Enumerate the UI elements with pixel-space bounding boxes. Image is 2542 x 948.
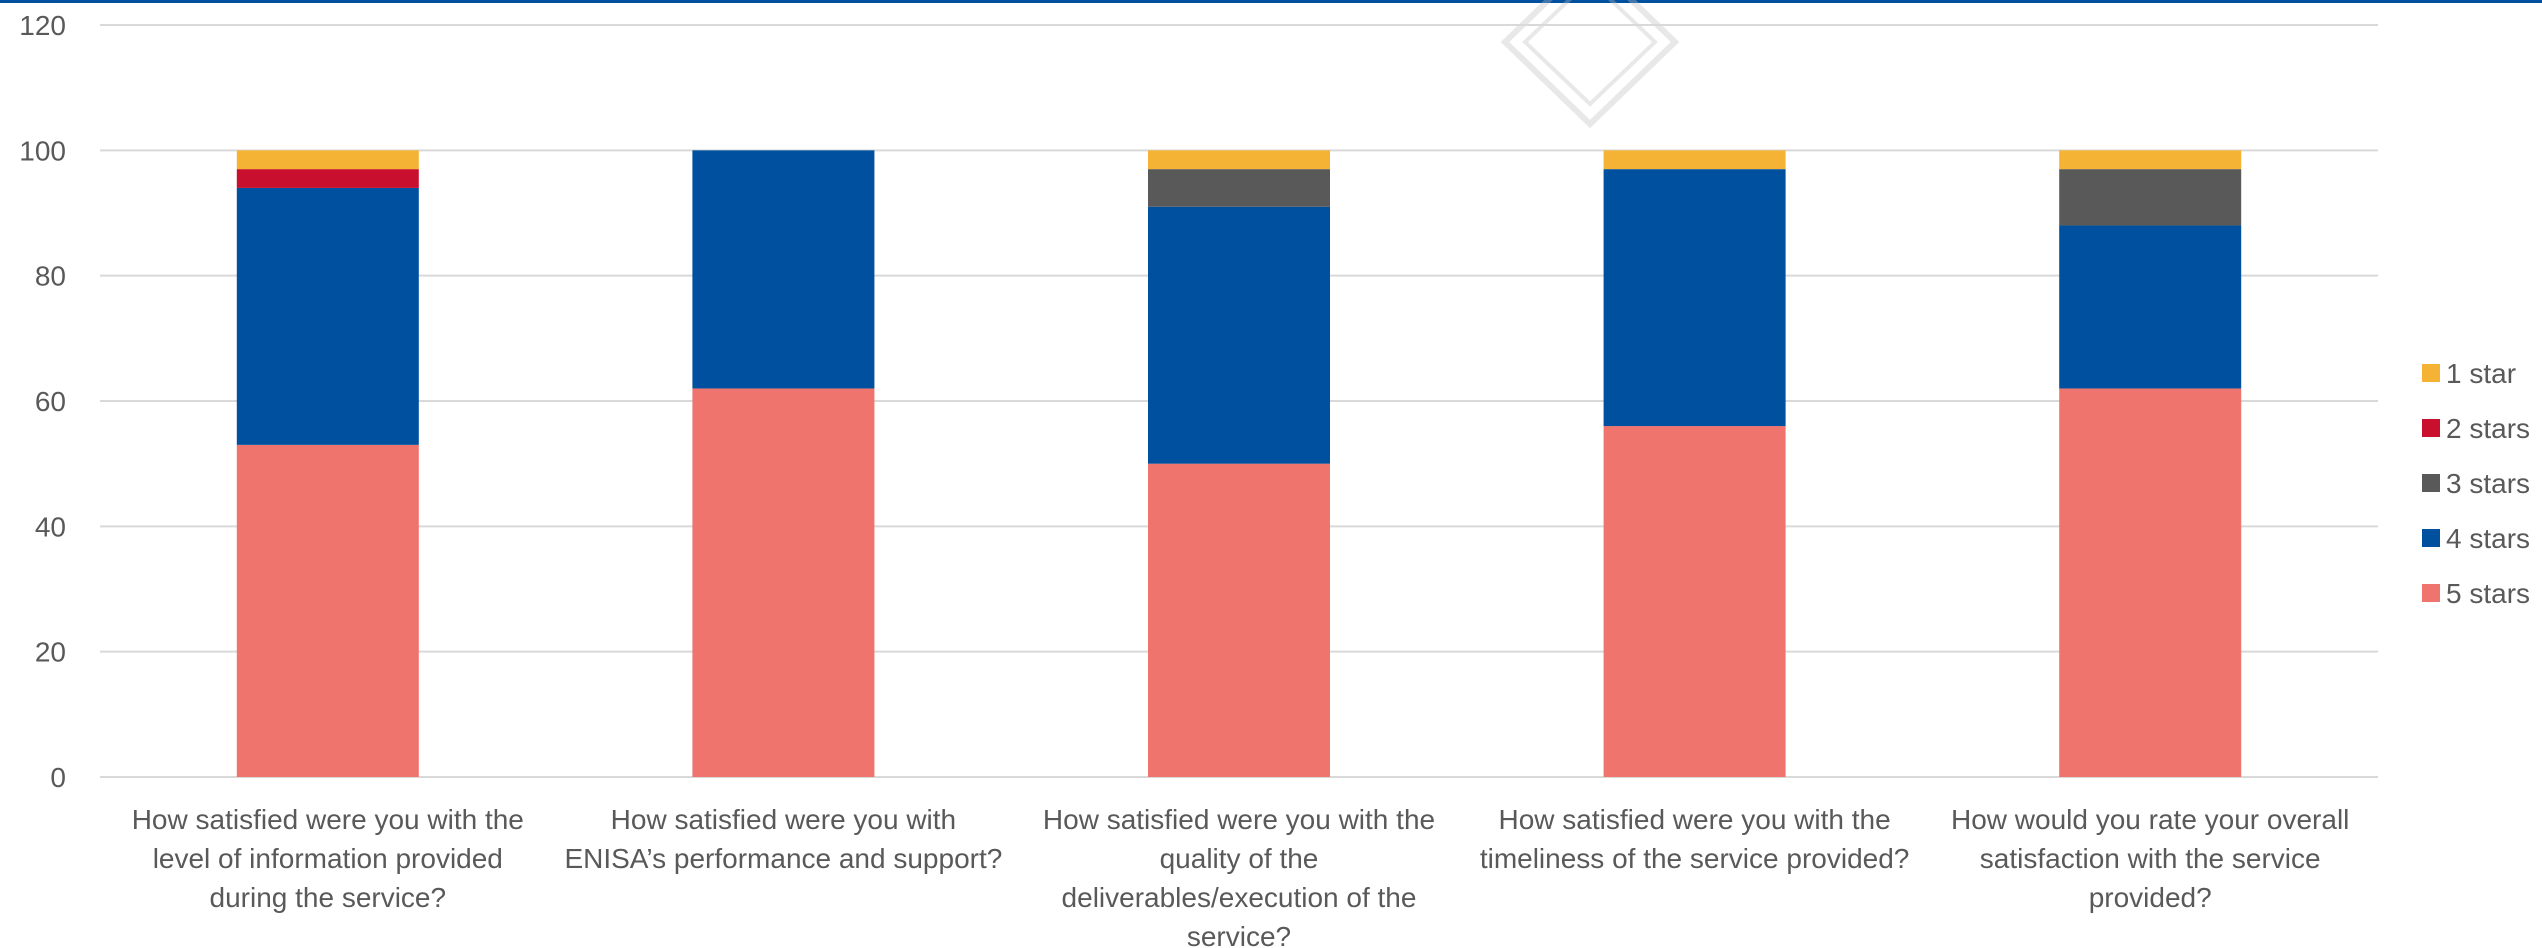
bar-segment-4-stars-4: [1603, 169, 1786, 427]
y-tick-label: 0: [50, 762, 66, 793]
bar-segment-1-star-3: [1148, 150, 1330, 170]
bar-segment-1-star-4: [1603, 150, 1786, 170]
legend-label: 2 stars: [2446, 413, 2530, 444]
x-axis-labels: How satisfied were you with the level of …: [132, 804, 2350, 948]
category-label: How satisfied were you with the quality o…: [1043, 804, 1435, 948]
category-label: How satisfied were you with ENISA’s perfo…: [564, 804, 1002, 874]
bars: [236, 150, 2242, 777]
legend: 1 star 2 stars 3 stars 4 stars 5 stars: [2422, 358, 2530, 609]
category-label: How satisfied were you with the timelines…: [1480, 804, 1910, 874]
legend-swatch-1-star: [2422, 364, 2440, 382]
bar-segment-3-stars-3: [1148, 169, 1330, 207]
bar-segment-5-stars-2: [692, 388, 875, 777]
category-label: How satisfied were you with the level of …: [132, 804, 524, 913]
bar-segment-5-stars-3: [1148, 463, 1330, 777]
legend-swatch-5-stars: [2422, 584, 2440, 602]
gridlines: [100, 24, 2378, 778]
legend-swatch-2-stars: [2422, 419, 2440, 437]
bar-segment-4-stars-1: [236, 187, 419, 445]
legend-label: 1 star: [2446, 358, 2516, 389]
legend-swatch-3-stars: [2422, 474, 2440, 492]
bar-segment-5-stars-5: [2059, 388, 2242, 777]
legend-label: 4 stars: [2446, 523, 2530, 554]
bar-segment-1-star-5: [2059, 150, 2242, 170]
y-tick-label: 120: [19, 10, 66, 41]
legend-label: 3 stars: [2446, 468, 2530, 499]
y-tick-label: 80: [35, 261, 66, 292]
legend-swatch-4-stars: [2422, 529, 2440, 547]
bar-segment-3-stars-5: [2059, 169, 2242, 226]
bar-segment-5-stars-4: [1603, 426, 1786, 777]
category-label: How would you rate your overall satisfact…: [1951, 804, 2349, 913]
bar-segment-5-stars-1: [236, 444, 419, 777]
bar-segment-1-star-1: [236, 150, 419, 170]
y-tick-label: 40: [35, 511, 66, 542]
y-tick-label: 60: [35, 386, 66, 417]
top-rule: [0, 0, 2542, 3]
y-axis-ticks: 0 20 40 60 80 100 120: [19, 10, 66, 793]
legend-label: 5 stars: [2446, 578, 2530, 609]
watermark-logo: [1500, 0, 1680, 129]
y-tick-label: 100: [19, 135, 66, 166]
bar-segment-4-stars-2: [692, 150, 875, 389]
y-tick-label: 20: [35, 637, 66, 668]
bar-segment-4-stars-5: [2059, 225, 2242, 389]
bar-segment-4-stars-3: [1148, 206, 1330, 464]
bar-segment-2-stars-1: [236, 169, 419, 188]
